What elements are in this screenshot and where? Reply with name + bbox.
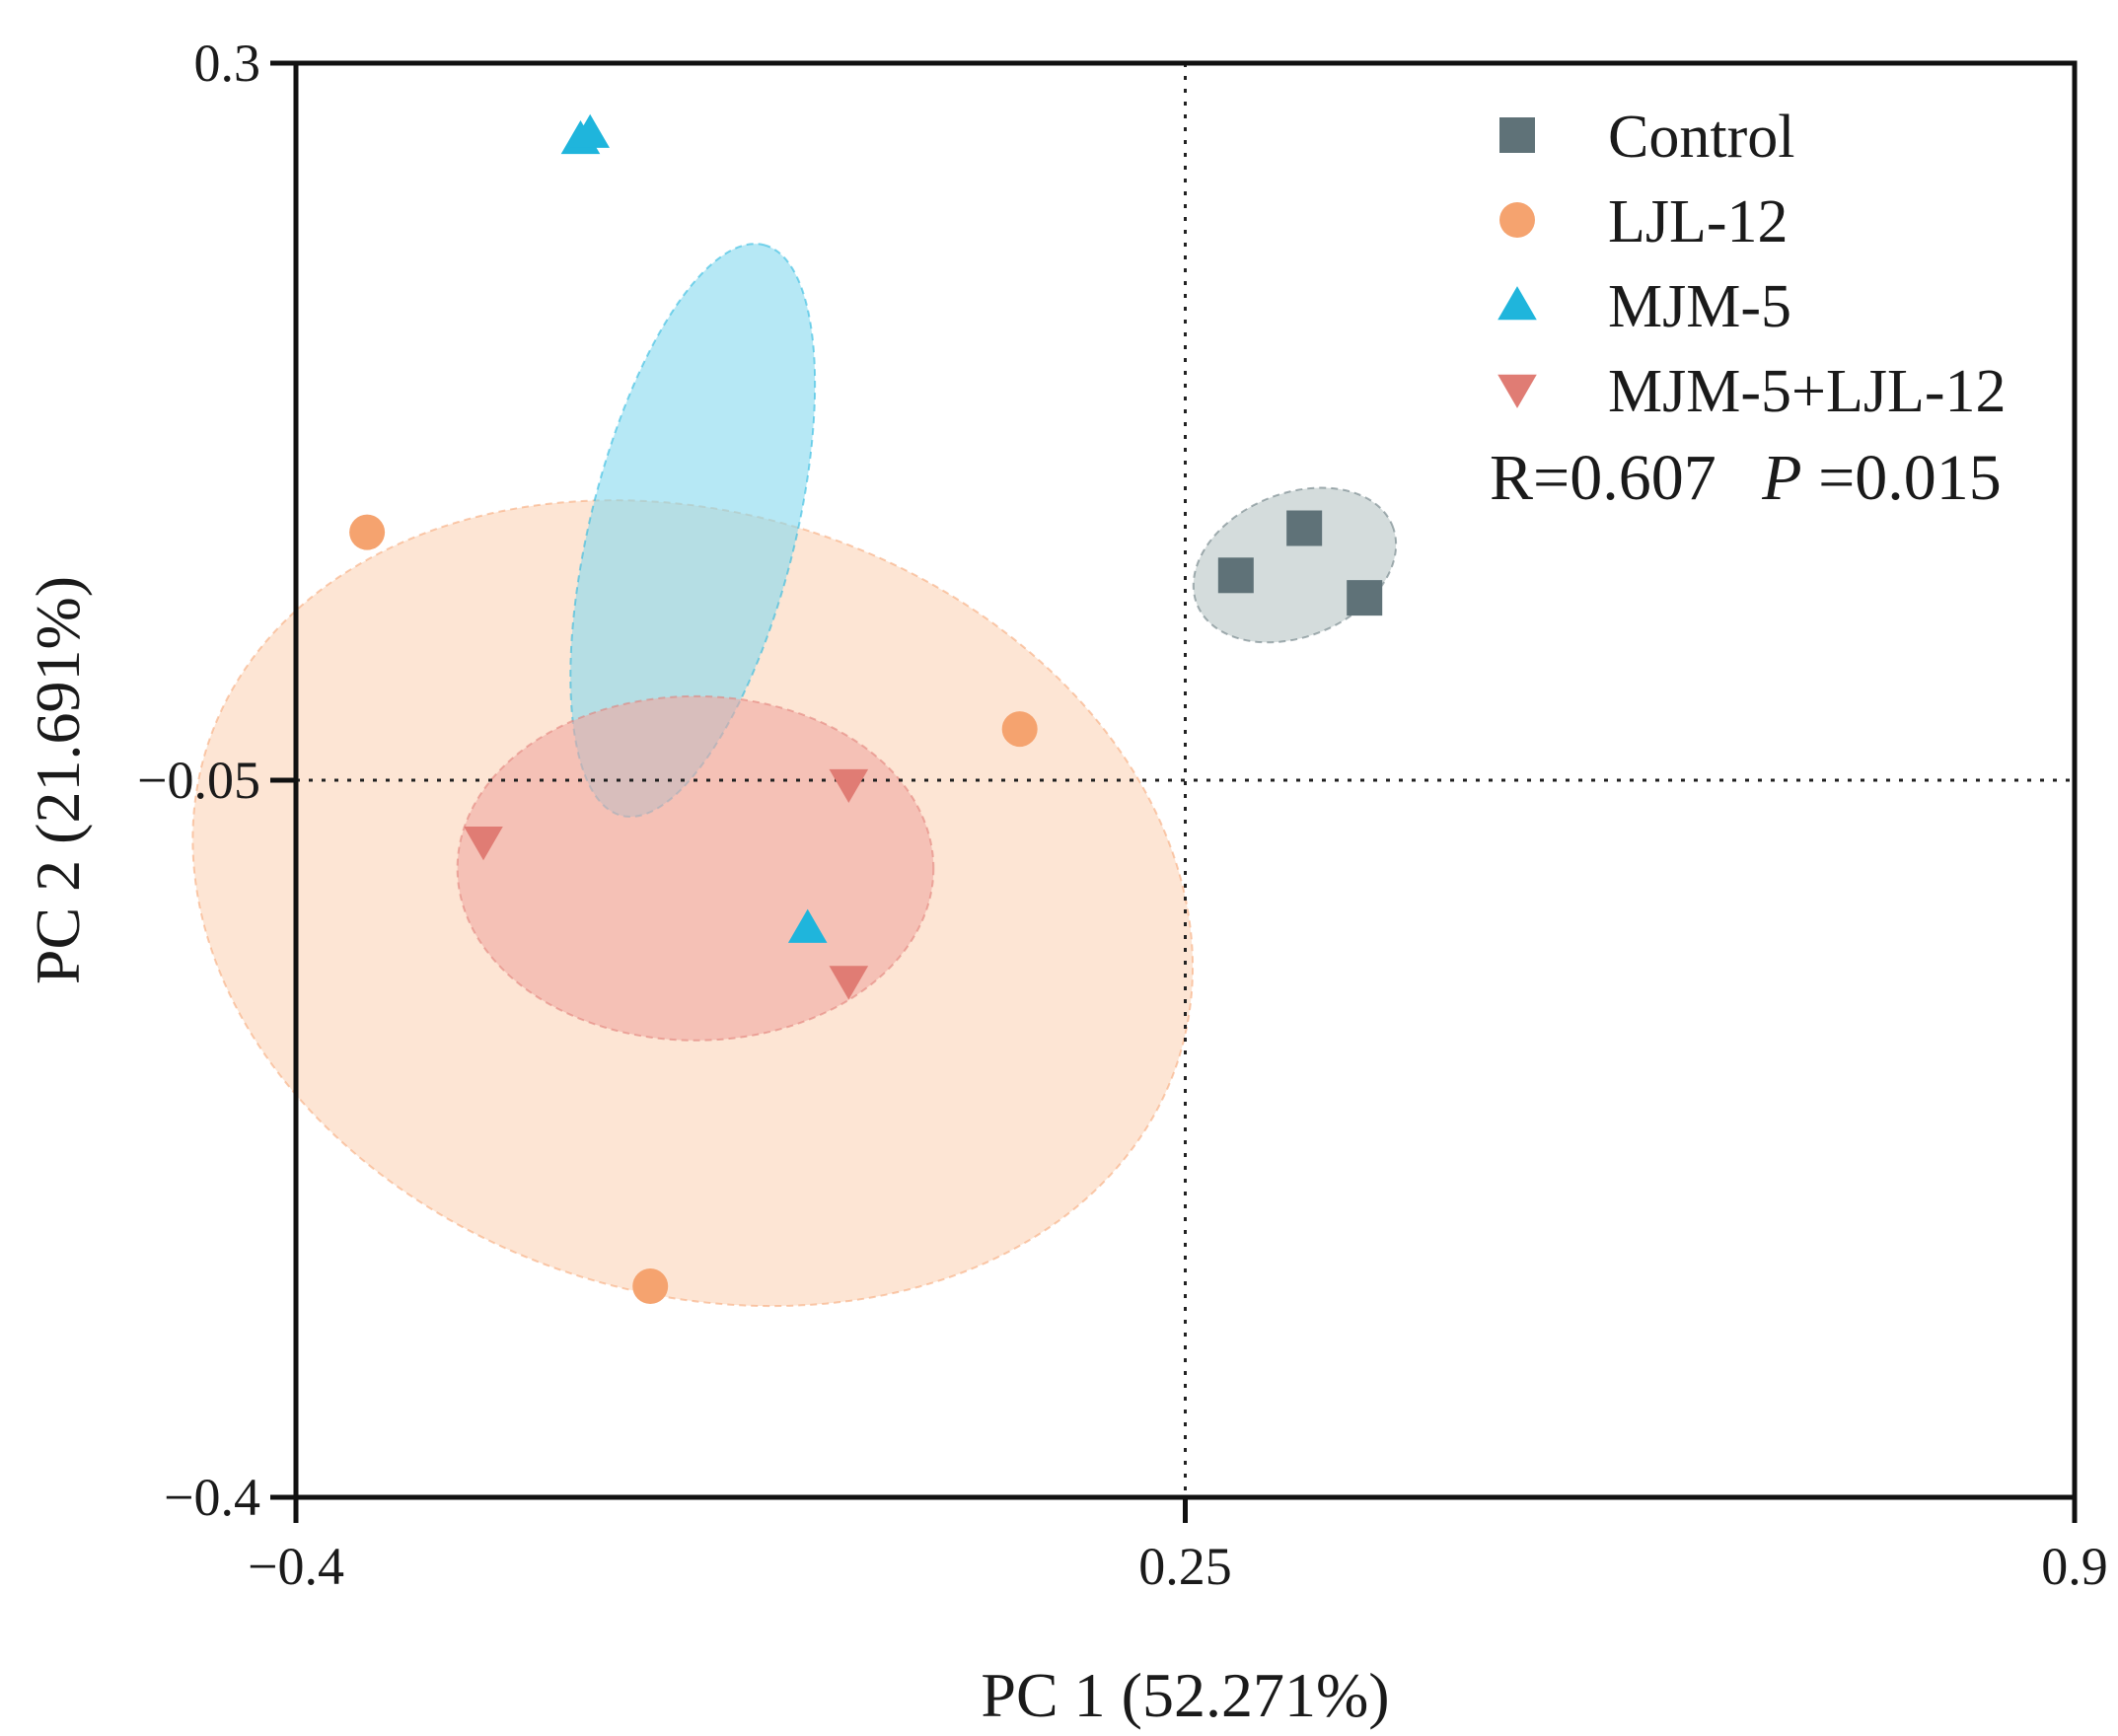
data-point-0-0 — [1217, 557, 1254, 594]
data-point-0-1 — [1286, 510, 1323, 546]
data-point-2-1 — [570, 113, 610, 148]
y-axis-title: PC 2 (21.691%) — [23, 576, 93, 984]
legend-marker-2 — [1497, 286, 1537, 321]
r-value: R=0.607 — [1490, 442, 1716, 514]
y-tick-label-0: 0.3 — [194, 34, 261, 93]
legend-marker-0 — [1499, 117, 1535, 153]
x-tick-label-0: −0.4 — [248, 1537, 344, 1596]
data-point-1-2 — [632, 1268, 669, 1305]
legend: Control LJL-12 MJM-5 MJM-5+LJL-12 — [1497, 104, 2007, 425]
data-point-2-2 — [787, 908, 828, 943]
data-point-1-1 — [1001, 711, 1038, 748]
data-point-0-2 — [1347, 580, 1383, 616]
p-value: =0.015 — [1818, 442, 2002, 514]
confidence-ellipse-3 — [456, 694, 935, 1042]
confidence-ellipse-0 — [1192, 486, 1398, 644]
group-ellipses — [191, 243, 1398, 1308]
legend-marker-1 — [1499, 202, 1535, 238]
data-points — [349, 113, 1383, 1305]
statistics-annotation: R=0.607 P =0.015 — [1490, 442, 2002, 514]
legend-label-2: MJM-5 — [1608, 273, 1791, 340]
legend-label-0: Control — [1608, 104, 1794, 171]
p-symbol: P — [1761, 442, 1801, 514]
data-point-1-0 — [349, 514, 386, 550]
legend-marker-3 — [1497, 374, 1537, 408]
x-axis-title: PC 1 (52.271%) — [981, 1660, 1389, 1730]
x-tick-label-2: 0.9 — [2041, 1537, 2108, 1596]
data-point-3-0 — [464, 827, 503, 861]
y-tick-label-2: −0.4 — [164, 1468, 260, 1527]
x-tick-label-1: 0.25 — [1138, 1537, 1232, 1596]
confidence-ellipse-2 — [569, 243, 817, 819]
axis-ticks: −0.4 0.25 0.9 0.3 −0.05 −0.4 — [137, 34, 2108, 1596]
legend-label-1: LJL-12 — [1608, 188, 1789, 255]
data-point-3-2 — [829, 966, 869, 1000]
reference-lines — [296, 63, 2075, 1497]
y-tick-label-1: −0.05 — [137, 751, 260, 810]
data-point-3-1 — [829, 768, 869, 804]
legend-label-3: MJM-5+LJL-12 — [1608, 358, 2007, 425]
